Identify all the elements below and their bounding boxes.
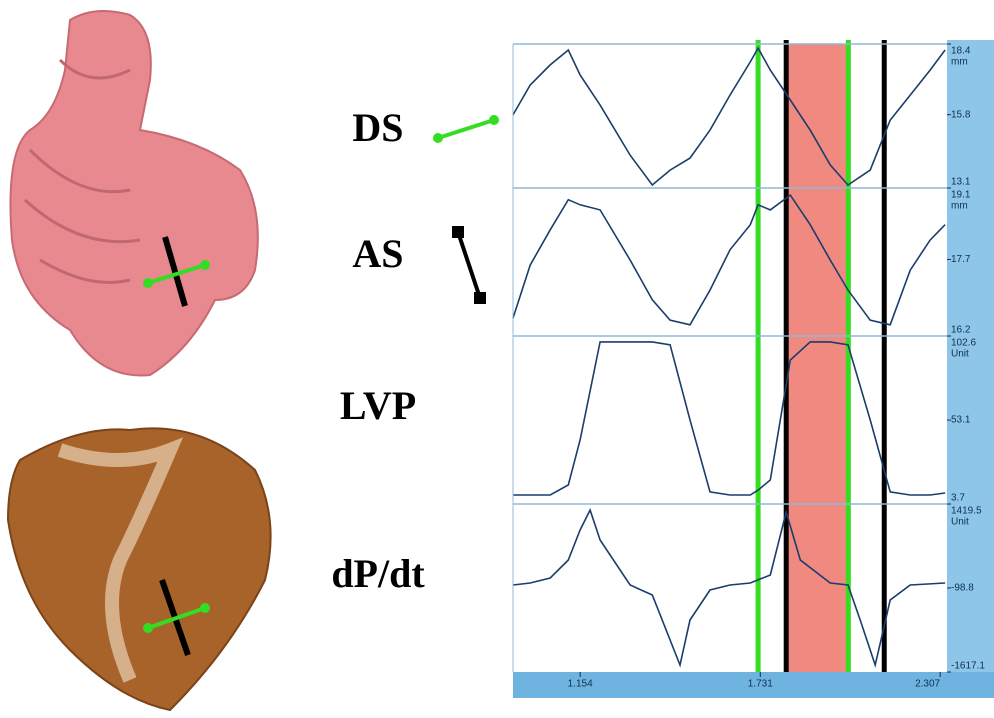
y-unit: mm	[951, 57, 968, 68]
y-tick-label: 15.8	[951, 109, 971, 120]
y-tick-label: 1419.5	[951, 506, 982, 517]
y-tick-label: -98.8	[951, 583, 974, 594]
figure: 13.115.818.4mm16.217.719.1mm3.753.1102.6…	[0, 0, 994, 718]
trace-label: dP/dt	[331, 551, 425, 596]
y-tick-label: 16.2	[951, 325, 971, 336]
pink-heart	[10, 11, 257, 375]
x-tick-label: 1.154	[568, 679, 593, 690]
y-tick-label: -1617.1	[951, 661, 985, 672]
brown-heart	[8, 428, 271, 710]
y-tick-label: 19.1	[951, 190, 971, 201]
y-unit: mm	[951, 201, 968, 212]
y-tick-label: 18.4	[951, 46, 971, 57]
x-tick-label: 2.307	[915, 679, 940, 690]
trace	[513, 342, 945, 495]
ds-icon	[433, 115, 499, 143]
plot-area: 13.115.818.4mm16.217.719.1mm3.753.1102.6…	[513, 40, 985, 690]
y-tick-label: 3.7	[951, 493, 965, 504]
trace	[513, 510, 945, 665]
y-tick-label: 13.1	[951, 177, 971, 188]
y-tick-label: 53.1	[951, 415, 971, 426]
trace	[513, 195, 945, 325]
trace-label: DS	[352, 105, 403, 150]
y-tick-label: 17.7	[951, 254, 971, 265]
trace-label: AS	[352, 231, 403, 276]
x-tick-label: 1.731	[748, 679, 773, 690]
y-unit: Unit	[951, 517, 969, 528]
trace	[513, 48, 945, 185]
y-tick-label: 102.6	[951, 338, 976, 349]
y-unit: Unit	[951, 349, 969, 360]
trace-label: LVP	[340, 383, 416, 428]
highlight-band	[786, 44, 848, 672]
as-icon	[452, 226, 486, 304]
